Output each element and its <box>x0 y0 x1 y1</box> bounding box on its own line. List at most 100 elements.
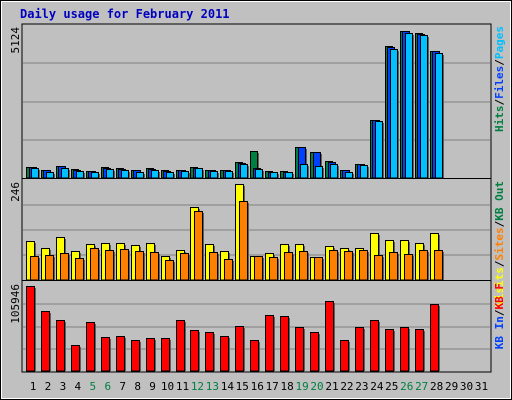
bar-sites-day-3 <box>60 253 69 281</box>
legend-entry: Pages <box>493 26 506 59</box>
day-label-8: 8 <box>134 380 141 393</box>
bar-pages-day-12 <box>195 168 203 179</box>
bar-sites-day-5 <box>90 248 99 281</box>
bar-sites-day-24 <box>374 255 383 281</box>
bar-kb-f-day-2 <box>41 311 50 372</box>
bar-kb-f-day-9 <box>146 338 155 372</box>
bar-pages-day-13 <box>210 171 218 179</box>
bar-kb-f-day-17 <box>265 315 274 372</box>
bar-kb-f-day-14 <box>220 336 229 372</box>
bar-pages-day-16 <box>255 169 263 179</box>
bar-pages-day-22 <box>345 172 353 179</box>
bar-pages-day-6 <box>106 169 114 179</box>
bar-kb-f-day-23 <box>355 327 364 372</box>
day-label-9: 9 <box>149 380 156 393</box>
bar-kb-f-day-19 <box>295 327 304 372</box>
day-label-18: 18 <box>281 380 294 393</box>
bar-sites-day-20 <box>314 257 323 281</box>
legend-entry: / <box>493 260 506 267</box>
bar-sites-day-1 <box>30 256 39 281</box>
legend-entry: / <box>493 220 506 227</box>
bar-pages-day-24 <box>375 121 383 179</box>
day-label-4: 4 <box>75 380 82 393</box>
bar-kb-f-day-21 <box>325 301 334 372</box>
legend-entry: Sites <box>493 227 506 260</box>
day-label-7: 7 <box>119 380 126 393</box>
legend-entry: / <box>493 309 506 316</box>
bar-pages-day-25 <box>390 49 398 179</box>
bar-pages-day-17 <box>270 172 278 179</box>
bar-sites-day-9 <box>150 252 159 281</box>
day-label-10: 10 <box>161 380 174 393</box>
day-label-5: 5 <box>89 380 96 393</box>
bar-kb-f-day-16 <box>250 340 259 372</box>
bar-pages-day-27 <box>420 35 428 179</box>
bar-pages-day-3 <box>61 168 69 179</box>
bar-sites-day-28 <box>434 250 443 281</box>
legend-entry: / <box>493 59 506 66</box>
bar-sites-day-10 <box>165 260 174 281</box>
bar-sites-day-18 <box>284 252 293 281</box>
bar-pages-day-26 <box>405 33 413 179</box>
panel-max-label: 246 <box>9 182 22 202</box>
bar-kb-f-day-28 <box>430 304 439 372</box>
bar-kb-f-day-10 <box>161 338 170 372</box>
bar-kb-f-day-18 <box>280 316 289 372</box>
day-label-29: 29 <box>445 380 458 393</box>
bar-sites-day-21 <box>329 250 338 281</box>
legend-entry: / <box>493 99 506 106</box>
legend-entry: KB Out <box>493 181 506 221</box>
bar-sites-day-8 <box>135 251 144 281</box>
bar-sites-day-11 <box>180 253 189 281</box>
bar-kb-f-day-20 <box>310 332 319 372</box>
day-label-28: 28 <box>430 380 443 393</box>
bar-pages-day-7 <box>121 170 129 179</box>
day-label-21: 21 <box>325 380 338 393</box>
day-label-31: 31 <box>475 380 488 393</box>
day-label-6: 6 <box>104 380 111 393</box>
legend-entry: KB F <box>493 283 506 310</box>
day-label-22: 22 <box>340 380 353 393</box>
bar-sites-day-4 <box>75 258 84 281</box>
bar-sites-day-22 <box>344 251 353 281</box>
bar-pages-day-28 <box>435 53 443 179</box>
bar-kb-f-day-4 <box>71 345 80 372</box>
bar-sites-day-6 <box>105 250 114 281</box>
bar-pages-day-1 <box>31 168 39 179</box>
bar-sites-day-13 <box>209 252 218 281</box>
chart-title: Daily usage for February 2011 <box>20 7 230 21</box>
bar-pages-day-21 <box>330 164 338 179</box>
day-label-14: 14 <box>221 380 235 393</box>
bar-pages-day-4 <box>76 171 84 179</box>
panel-legend: Visits/Sites/KB Out <box>493 181 506 307</box>
day-label-12: 12 <box>191 380 204 393</box>
bar-pages-day-14 <box>225 171 233 179</box>
day-label-17: 17 <box>266 380 279 393</box>
day-label-13: 13 <box>206 380 219 393</box>
bar-kb-f-day-8 <box>131 340 140 372</box>
legend-entry: Visits <box>493 267 506 307</box>
panel-max-label: 105946 <box>9 284 22 324</box>
bar-sites-day-23 <box>359 250 368 281</box>
bar-pages-day-18 <box>285 172 293 179</box>
bar-kb-f-day-26 <box>400 327 409 372</box>
bar-pages-day-20 <box>315 166 323 179</box>
legend-entry: Files <box>493 66 506 99</box>
bar-sites-day-16 <box>254 256 263 281</box>
bar-pages-day-19 <box>300 164 308 179</box>
bar-pages-day-5 <box>91 172 99 179</box>
bar-sites-day-12 <box>194 211 203 281</box>
day-label-26: 26 <box>400 380 413 393</box>
day-label-20: 20 <box>310 380 323 393</box>
legend-entry: Hits <box>493 106 506 133</box>
day-label-3: 3 <box>60 380 67 393</box>
bar-sites-day-19 <box>299 251 308 281</box>
bar-pages-day-23 <box>360 165 368 179</box>
bar-pages-day-2 <box>46 172 54 179</box>
day-label-27: 27 <box>415 380 428 393</box>
bar-pages-day-8 <box>136 172 144 179</box>
panel-legend: KB In/KB F <box>493 283 506 349</box>
bar-kb-f-day-3 <box>56 320 65 372</box>
